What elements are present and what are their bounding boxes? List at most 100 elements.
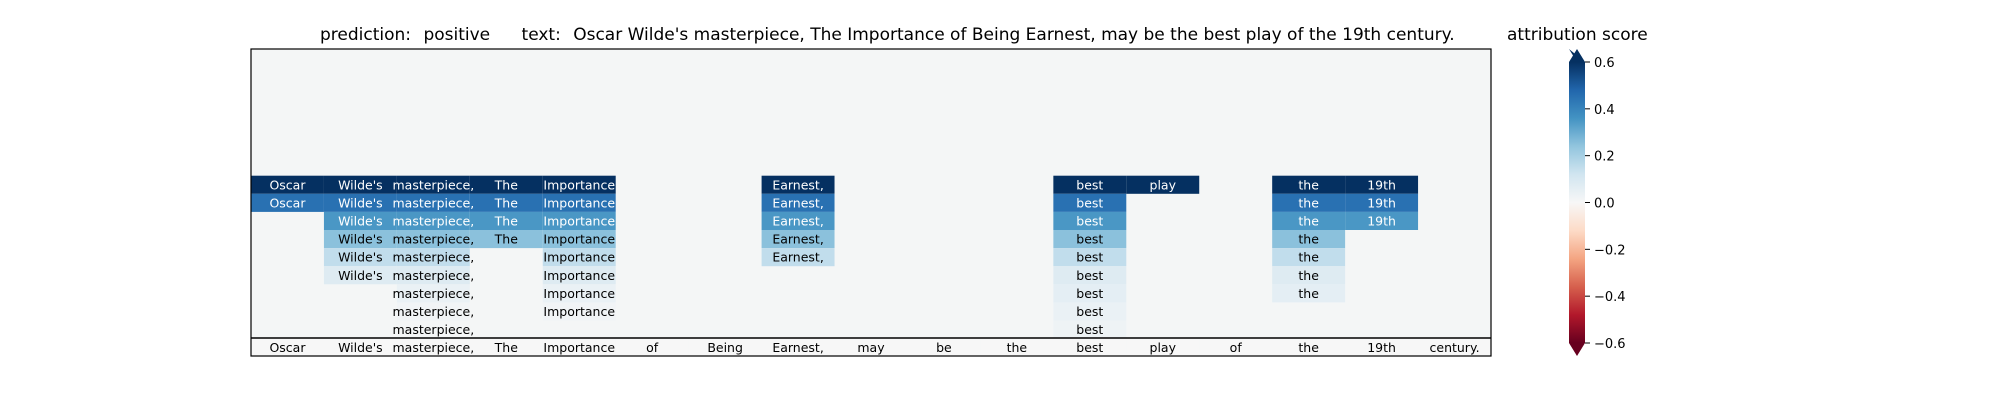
heatmap-panel: Oscar Wilde's masterpiece, The Importance Ear…	[250, 48, 1492, 357]
cell-word: best	[1076, 322, 1103, 337]
colorbar-extend-bottom-arrow	[1569, 343, 1585, 356]
colorbar-tick-label: −0.2	[1594, 243, 1626, 258]
token-label: Oscar	[269, 340, 306, 355]
cell-word: Importance	[543, 232, 615, 247]
heatmap-cell	[323, 193, 397, 212]
cell-word: The	[494, 195, 519, 210]
heatmap-cell	[1053, 193, 1127, 212]
heatmap-cell	[469, 338, 543, 357]
heatmap-cell	[761, 193, 835, 212]
text-label: text:	[522, 25, 561, 45]
colorbar: attribution score 0.6 0.4 0.2 0.0 −0.2 −0.4 −0…	[1507, 25, 1648, 356]
cell-word: Oscar	[269, 177, 306, 192]
heatmap-cell	[323, 266, 397, 285]
heatmap-cell	[396, 193, 470, 212]
cell-word: Earnest,	[772, 177, 823, 192]
cell-word: best	[1076, 232, 1103, 247]
heatmap-cell	[396, 248, 470, 267]
header-title: prediction: positive text: Oscar Wilde's…	[320, 25, 1455, 45]
cell-word: 19th	[1367, 177, 1396, 192]
heatmap-cell	[1053, 175, 1127, 194]
colorbar-ticks: 0.6 0.4 0.2 0.0 −0.2 −0.4 −0.6	[1585, 56, 1626, 352]
heatmap-cell	[251, 338, 324, 357]
heatmap-cell	[396, 211, 470, 230]
heatmap-cell	[542, 211, 616, 230]
heatmap-cell	[1272, 175, 1346, 194]
heatmap-cell	[1345, 193, 1419, 212]
heatmap-cell	[542, 266, 616, 285]
cell-word: best	[1076, 177, 1103, 192]
cell-word: Wilde's	[338, 268, 383, 283]
heatmap-cell	[980, 338, 1054, 357]
cell-word: 19th	[1367, 213, 1396, 228]
heatmap-cell	[1272, 284, 1346, 303]
heatmap-cell	[542, 248, 616, 267]
heatmap-cell	[1272, 338, 1346, 357]
heatmap-words: Oscar Wilde's masterpiece, The Importance Ear…	[269, 177, 1479, 355]
heatmap-cell	[1345, 338, 1419, 357]
heatmap-cell	[396, 230, 470, 249]
cell-word: masterpiece,	[392, 213, 474, 228]
cell-word: Importance	[543, 213, 615, 228]
token-label: of	[1230, 340, 1243, 355]
heatmap-frame	[250, 48, 1492, 357]
heatmap-cell	[761, 248, 835, 267]
cell-word: Earnest,	[772, 232, 823, 247]
cell-word: the	[1298, 250, 1319, 265]
cell-word: play	[1150, 177, 1177, 192]
token-label: the	[1007, 340, 1028, 355]
text-value: Oscar Wilde's masterpiece, The Importanc…	[573, 25, 1454, 45]
colorbar-tick-label: 0.4	[1594, 103, 1615, 118]
cell-word: Importance	[543, 268, 615, 283]
cell-word: The	[494, 232, 519, 247]
heatmap-cell	[1126, 338, 1200, 357]
token-label: 19th	[1367, 340, 1396, 355]
cell-word: The	[494, 213, 519, 228]
heatmap-cell	[1272, 211, 1346, 230]
cell-word: Wilde's	[338, 232, 383, 247]
cell-word: Wilde's	[338, 195, 383, 210]
heatmap-cell	[396, 302, 470, 321]
cell-word: best	[1076, 213, 1103, 228]
colorbar-tick-label: 0.6	[1594, 56, 1615, 71]
token-label: play	[1150, 340, 1177, 355]
cell-word: masterpiece,	[392, 304, 474, 319]
cell-word: Wilde's	[338, 177, 383, 192]
cell-word: the	[1298, 268, 1319, 283]
cell-word: best	[1076, 268, 1103, 283]
cell-word: the	[1298, 213, 1319, 228]
cell-word: best	[1076, 304, 1103, 319]
heatmap-cell	[542, 230, 616, 249]
heatmap-cell	[396, 175, 470, 194]
heatmap-cell	[469, 175, 543, 194]
cell-word: best	[1076, 286, 1103, 301]
cell-word: best	[1076, 250, 1103, 265]
heatmap-cell	[907, 338, 981, 357]
heatmap-cell	[615, 338, 689, 357]
cell-word: Earnest,	[772, 195, 823, 210]
cell-word: the	[1298, 195, 1319, 210]
token-label: may	[857, 340, 885, 355]
heatmap-cell	[1345, 175, 1419, 194]
token-label: be	[936, 340, 952, 355]
heatmap-cell	[251, 175, 324, 194]
token-label: Being	[707, 340, 743, 355]
heatmap-cell	[396, 320, 470, 339]
cell-word: Oscar	[269, 195, 306, 210]
heatmap-cell	[396, 266, 470, 285]
heatmap-cell	[396, 338, 470, 357]
cell-word: The	[494, 177, 519, 192]
cell-word: the	[1298, 286, 1319, 301]
colorbar-title: attribution score	[1507, 25, 1648, 45]
cell-word: Importance	[543, 177, 615, 192]
heatmap-cell	[542, 193, 616, 212]
heatmap-cell	[688, 338, 762, 357]
heatmap-cell	[761, 230, 835, 249]
heatmap-cell	[1272, 266, 1346, 285]
colorbar-tick-label: 0.2	[1594, 150, 1615, 165]
heatmap-cell	[761, 175, 835, 194]
heatmap-cell	[542, 284, 616, 303]
heatmap-cell	[323, 175, 397, 194]
cell-word: masterpiece,	[392, 195, 474, 210]
cell-word: Importance	[543, 195, 615, 210]
